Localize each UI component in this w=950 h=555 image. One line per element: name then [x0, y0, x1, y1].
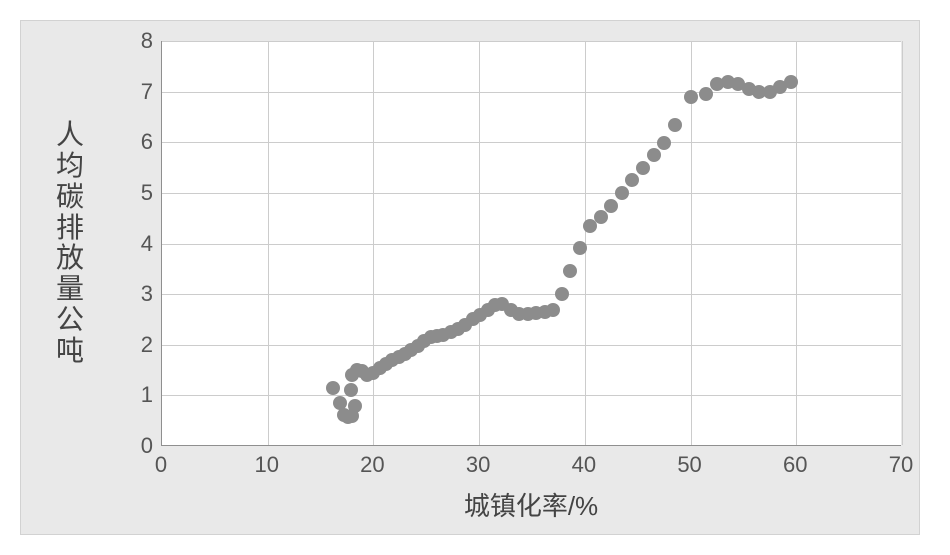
- gridline-vertical: [373, 41, 374, 445]
- data-point: [594, 210, 608, 224]
- data-point: [684, 90, 698, 104]
- data-point: [647, 148, 661, 162]
- y-tick-label: 7: [113, 81, 153, 103]
- gridline-vertical: [479, 41, 480, 445]
- y-tick-label: 6: [113, 131, 153, 153]
- gridline-horizontal: [162, 41, 901, 42]
- data-point: [546, 303, 560, 317]
- data-point: [657, 136, 671, 150]
- data-point: [555, 287, 569, 301]
- gridline-vertical: [268, 41, 269, 445]
- x-axis-label: 城镇化率/%: [431, 486, 631, 523]
- data-point: [699, 87, 713, 101]
- x-tick-label: 60: [775, 454, 815, 476]
- data-point: [615, 186, 629, 200]
- data-point: [563, 264, 577, 278]
- data-point: [344, 383, 358, 397]
- x-tick-label: 40: [564, 454, 604, 476]
- data-point: [668, 118, 682, 132]
- data-point: [348, 399, 362, 413]
- data-point: [784, 75, 798, 89]
- gridline-horizontal: [162, 345, 901, 346]
- data-point: [326, 381, 340, 395]
- plot-area: [161, 41, 901, 446]
- x-tick-label: 30: [458, 454, 498, 476]
- y-tick-label: 3: [113, 283, 153, 305]
- gridline-horizontal: [162, 193, 901, 194]
- gridline-horizontal: [162, 92, 901, 93]
- gridline-horizontal: [162, 244, 901, 245]
- gridline-horizontal: [162, 395, 901, 396]
- data-point: [625, 173, 639, 187]
- x-tick-label: 20: [352, 454, 392, 476]
- data-point: [636, 161, 650, 175]
- gridline-horizontal: [162, 142, 901, 143]
- x-tick-label: 50: [670, 454, 710, 476]
- y-axis-label: 人均碳排放量公吨: [55, 120, 85, 366]
- y-tick-label: 5: [113, 182, 153, 204]
- y-tick-label: 1: [113, 384, 153, 406]
- y-tick-label: 8: [113, 30, 153, 52]
- y-tick-label: 2: [113, 334, 153, 356]
- x-tick-label: 10: [247, 454, 287, 476]
- x-tick-label: 0: [141, 454, 181, 476]
- data-point: [573, 241, 587, 255]
- gridline-horizontal: [162, 294, 901, 295]
- data-point: [604, 199, 618, 213]
- x-tick-label: 70: [881, 454, 921, 476]
- chart-frame: 人均碳排放量公吨 城镇化率/% 012345678010203040506070: [20, 20, 920, 535]
- gridline-vertical: [796, 41, 797, 445]
- y-tick-label: 4: [113, 233, 153, 255]
- gridline-vertical: [902, 41, 903, 445]
